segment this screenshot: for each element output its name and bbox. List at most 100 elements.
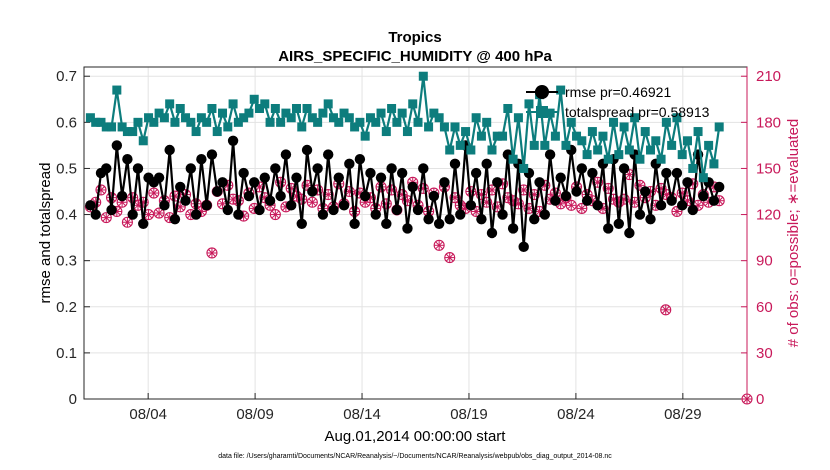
- totalspread-point: [540, 140, 550, 150]
- obs-evaluated-point: [270, 209, 281, 220]
- obs-evaluated-point: [742, 394, 752, 404]
- y-axis-left: 0 0.1 0.2 0.3 0.4 0.5 0.6 0.7: [56, 68, 90, 408]
- totalspread-point: [529, 140, 539, 150]
- rmse-point: [439, 177, 450, 188]
- rmse-point: [111, 140, 123, 151]
- totalspread-point: [170, 117, 180, 127]
- rmse-point: [486, 227, 498, 239]
- rmse-point: [227, 135, 239, 146]
- rmse-point: [671, 167, 683, 179]
- rmse-point: [396, 167, 408, 179]
- rmse-point: [507, 223, 519, 234]
- totalspread-point: [302, 104, 312, 113]
- totalspread-point: [614, 150, 624, 160]
- y-axis-right-label: # of obs: o=possible; ∗=evaluated: [785, 119, 802, 348]
- totalspread-point: [223, 122, 233, 132]
- rmse-point: [492, 177, 503, 188]
- totalspread-point: [112, 85, 122, 95]
- x-tick-label: 08/14: [343, 406, 381, 423]
- obs-evaluated-point: [127, 192, 138, 203]
- rmse-point: [254, 204, 265, 216]
- x-tick-label: 08/29: [664, 406, 702, 423]
- totalspread-point: [154, 108, 164, 118]
- rmse-point: [603, 223, 614, 234]
- totalspread-point: [122, 127, 132, 137]
- totalspread-point: [714, 122, 724, 132]
- totalspread-point: [646, 145, 656, 155]
- obs-evaluated-point: [444, 252, 455, 263]
- totalspread-point: [365, 113, 375, 123]
- y-right-tick-label: 90: [756, 253, 773, 270]
- totalspread-point: [381, 127, 391, 137]
- totalspread-point: [117, 122, 127, 132]
- totalspread-point: [698, 173, 708, 183]
- totalspread-point: [281, 108, 291, 118]
- totalspread-point: [656, 154, 666, 164]
- totalspread-point: [466, 145, 476, 155]
- totalspread-point: [677, 150, 687, 160]
- rmse-point: [661, 167, 672, 179]
- y-left-tick-label: 0.5: [56, 160, 77, 177]
- y-left-tick-label: 0.3: [56, 253, 77, 270]
- totalspread-point: [577, 136, 587, 146]
- totalspread-point: [228, 99, 238, 109]
- totalspread-point: [387, 104, 397, 113]
- totalspread-point: [175, 104, 185, 113]
- totalspread-point: [96, 117, 106, 127]
- totalspread-point: [498, 131, 508, 141]
- rmse-point: [264, 195, 276, 206]
- totalspread-point: [218, 108, 228, 118]
- rmse-point: [296, 218, 307, 229]
- totalspread-point: [471, 113, 481, 123]
- rmse-point: [159, 200, 170, 211]
- rmse-point: [407, 181, 418, 193]
- totalspread-point: [492, 131, 502, 141]
- rmse-point: [238, 167, 249, 179]
- rmse-point: [571, 186, 582, 197]
- rmse-point: [555, 172, 566, 183]
- rmse-point: [428, 190, 440, 202]
- totalspread-point: [265, 117, 275, 127]
- rmse-point: [85, 200, 96, 211]
- rmse-point: [275, 190, 286, 202]
- totalspread-point: [91, 117, 101, 127]
- legend: rmse pr=0.46921 totalspread pr=0.58913: [526, 84, 710, 120]
- totalspread-point: [445, 145, 455, 155]
- rmse-point: [713, 181, 725, 193]
- totalspread-point: [165, 99, 175, 109]
- x-axis: 08/04 08/09 08/14 08/19 08/24 08/29: [129, 393, 702, 423]
- rmse-point: [449, 158, 461, 170]
- totalspread-point: [149, 117, 159, 127]
- totalspread-point: [455, 140, 465, 150]
- totalspread-point: [566, 117, 576, 127]
- rmse-point: [687, 204, 698, 216]
- rmse-point: [481, 158, 492, 170]
- rmse-point: [222, 204, 233, 216]
- totalspread-point: [651, 136, 661, 146]
- totalspread-point: [107, 122, 117, 132]
- obs-evaluated-point: [660, 304, 671, 315]
- totalspread-point: [461, 127, 471, 137]
- y-left-tick-label: 0.1: [56, 345, 77, 362]
- obs-evaluated-point: [154, 208, 165, 219]
- chart-subtitle: AIRS_SPECIFIC_HUMIDITY @ 400 hPa: [278, 48, 552, 65]
- rmse-point: [180, 195, 191, 206]
- totalspread-point: [429, 108, 439, 118]
- y-right-tick-label: 0: [756, 391, 764, 408]
- rmse-point: [286, 200, 297, 211]
- totalspread-point: [503, 104, 513, 113]
- totalspread-point: [260, 99, 270, 109]
- totalspread-point: [704, 140, 714, 150]
- rmse-point: [349, 218, 360, 229]
- obs-evaluated-point: [148, 188, 159, 199]
- totalspread-point: [276, 117, 286, 127]
- y-left-tick-label: 0.4: [56, 207, 77, 224]
- totalspread-point: [682, 136, 692, 146]
- rmse-point: [476, 213, 487, 225]
- rmse-point: [613, 218, 625, 229]
- totalspread-point: [249, 94, 259, 104]
- totalspread-point: [85, 113, 95, 123]
- totalspread-point: [376, 108, 386, 118]
- y-left-tick-label: 0.7: [56, 68, 77, 85]
